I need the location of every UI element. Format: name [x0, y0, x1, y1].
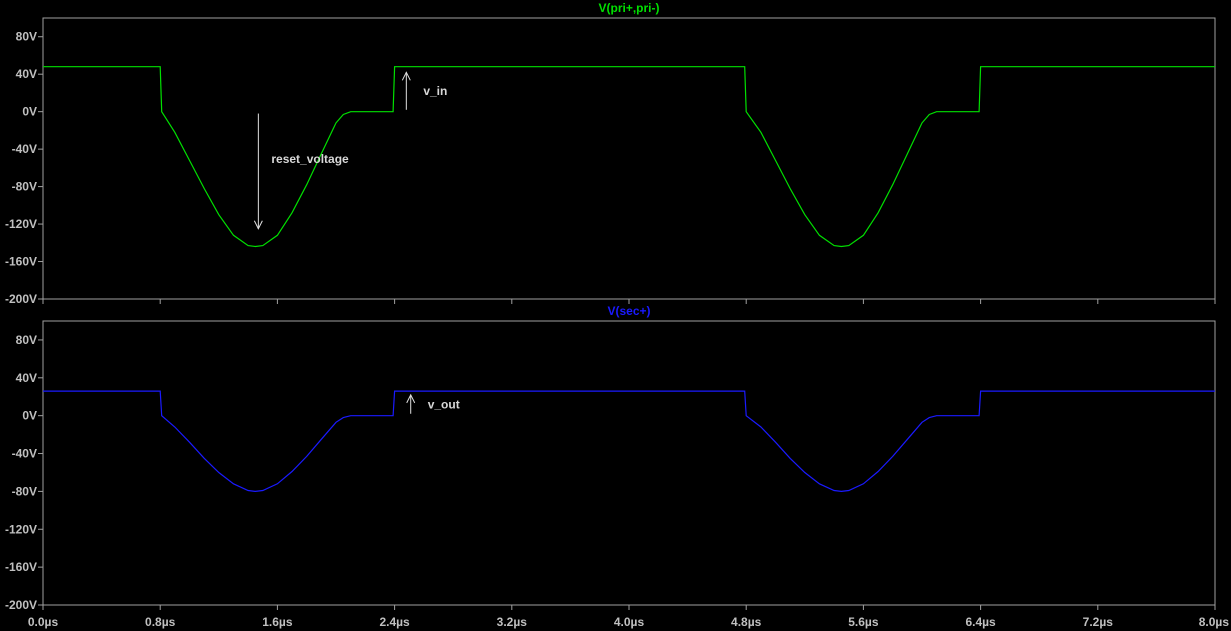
- xtick-label: 6.4µs: [965, 615, 996, 629]
- bottom-plot-title: V(sec+): [607, 304, 650, 318]
- top-annotations: reset_voltage v_in: [253, 71, 447, 230]
- annotation-label: v_out: [428, 397, 460, 411]
- top-ytick-label: -200V: [5, 292, 37, 306]
- bottom-ytick-label: -80V: [12, 484, 37, 498]
- top-ytick-label: -80V: [12, 180, 37, 194]
- xtick-label: 2.4µs: [379, 615, 410, 629]
- top-plot-frame: [42, 17, 1216, 300]
- xtick-label: 1.6µs: [262, 615, 293, 629]
- top-ytick-label: -160V: [5, 255, 37, 269]
- top-ytick-label: 0V: [22, 105, 37, 119]
- bottom-ytick-label: 80V: [16, 333, 37, 347]
- bottom-ytick-label: 40V: [16, 371, 37, 385]
- bottom-y-axis: 80V 40V 0V -40V -80V -120V -160V -200V: [5, 333, 1216, 612]
- bottom-annotations: v_out: [406, 393, 460, 414]
- annotation-arrowhead: [253, 220, 263, 230]
- top-plot-title: V(pri+,pri-): [598, 1, 659, 15]
- xtick-label: 3.2µs: [497, 615, 528, 629]
- xtick-label: 4.8µs: [731, 615, 762, 629]
- annotation-arrowhead: [401, 71, 411, 81]
- top-ytick-label: 40V: [16, 67, 37, 81]
- annotation-label: reset_voltage: [271, 152, 349, 166]
- annotation-label: v_in: [423, 84, 447, 98]
- xtick-label: 7.2µs: [1083, 615, 1114, 629]
- xtick-label: 0.8µs: [145, 615, 176, 629]
- x-axis: 0.0µs 0.8µs 1.6µs 2.4µs 3.2µs 4.0µs 4.8µs 5.6µs…: [28, 615, 1229, 629]
- annotation-arrowhead: [406, 393, 416, 404]
- top-trace-v-pri: [43, 66, 1215, 248]
- bottom-plot-frame: [42, 320, 1216, 606]
- xtick-label: 8.0µs: [1199, 615, 1230, 629]
- bottom-trace-v-sec: [43, 390, 1215, 493]
- bottom-ytick-label: -160V: [5, 560, 37, 574]
- bottom-ytick-label: -40V: [12, 447, 37, 461]
- top-y-axis: 80V 40V 0V -40V -80V -120V -160V -200V: [5, 30, 1216, 306]
- top-ytick-label: -40V: [12, 142, 37, 156]
- xtick-label: 5.6µs: [848, 615, 879, 629]
- xtick-label: 4.0µs: [614, 615, 645, 629]
- bottom-ytick-label: 0V: [22, 409, 37, 423]
- bottom-ytick-label: -200V: [5, 598, 37, 612]
- top-ytick-label: -120V: [5, 217, 37, 231]
- top-ytick-label: 80V: [16, 30, 37, 44]
- bottom-ytick-label: -120V: [5, 522, 37, 536]
- xtick-label: 0.0µs: [28, 615, 59, 629]
